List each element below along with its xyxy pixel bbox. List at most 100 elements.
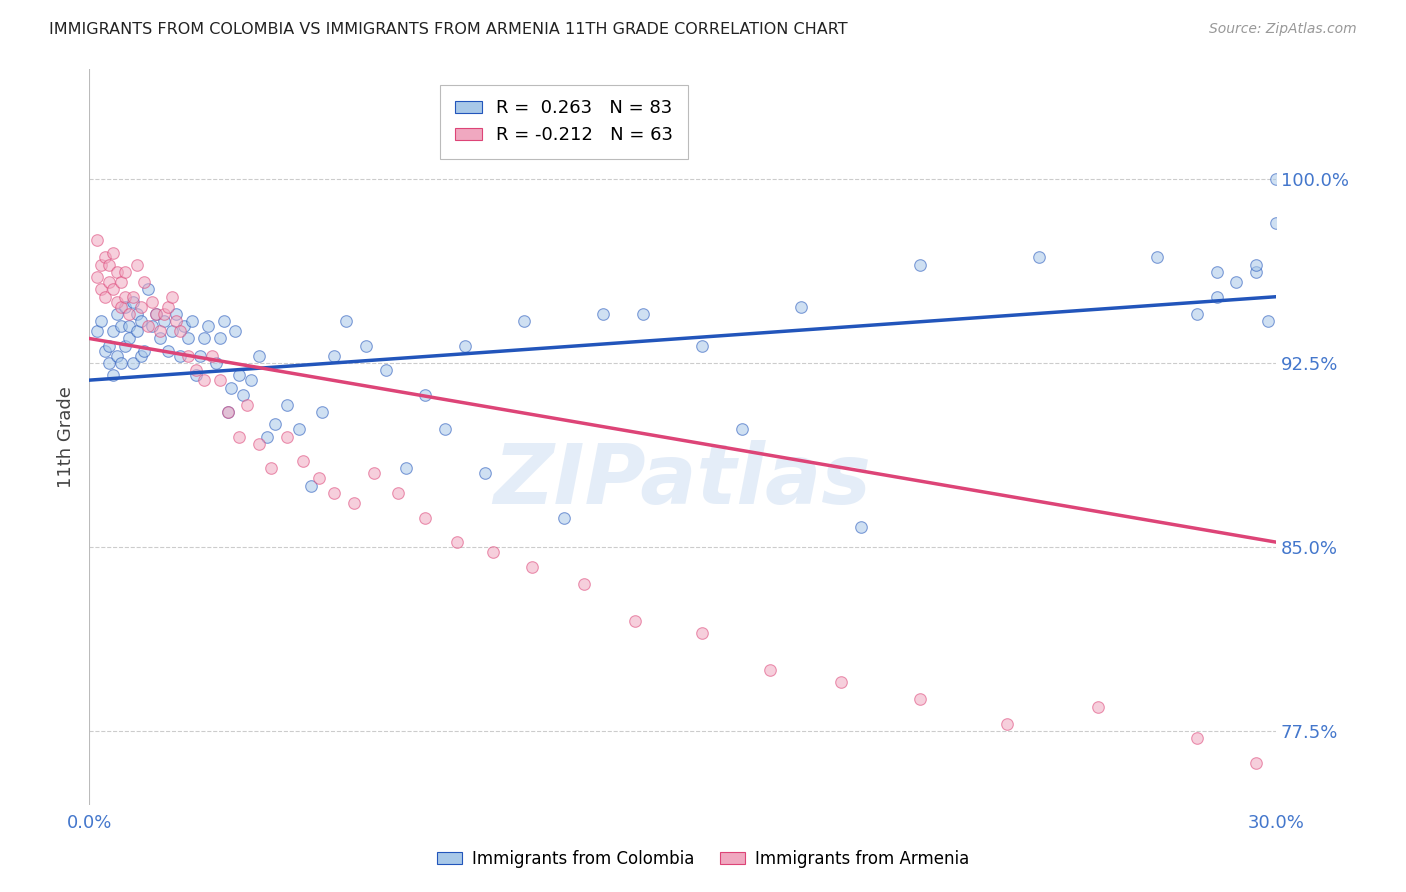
Point	[208, 331, 231, 345]
Point	[134, 343, 156, 358]
Point	[160, 290, 183, 304]
Point	[181, 314, 204, 328]
Text: IMMIGRANTS FROM COLOMBIA VS IMMIGRANTS FROM ARMENIA 11TH GRADE CORRELATION CHART: IMMIGRANTS FROM COLOMBIA VS IMMIGRANTS F…	[49, 22, 848, 37]
Point	[308, 471, 330, 485]
Point	[145, 307, 167, 321]
Point	[129, 349, 152, 363]
Point	[105, 307, 128, 321]
Point	[849, 520, 872, 534]
Point	[1146, 251, 1168, 265]
Point	[323, 349, 346, 363]
Point	[94, 251, 117, 265]
Point	[129, 300, 152, 314]
Point	[110, 275, 132, 289]
Point	[121, 294, 143, 309]
Point	[149, 331, 172, 345]
Point	[256, 429, 278, 443]
Point	[236, 398, 259, 412]
Point	[101, 324, 124, 338]
Point	[343, 496, 366, 510]
Point	[138, 319, 160, 334]
Point	[134, 275, 156, 289]
Point	[323, 486, 346, 500]
Point	[101, 282, 124, 296]
Point	[125, 258, 148, 272]
Text: ZIPatlas: ZIPatlas	[494, 441, 872, 521]
Point	[217, 405, 239, 419]
Point	[1336, 741, 1358, 756]
Point	[592, 307, 614, 321]
Point	[394, 461, 416, 475]
Point	[153, 307, 176, 321]
Point	[193, 331, 215, 345]
Point	[101, 245, 124, 260]
Point	[1244, 258, 1267, 272]
Point	[1257, 314, 1279, 328]
Point	[94, 290, 117, 304]
Point	[101, 368, 124, 383]
Point	[157, 343, 180, 358]
Point	[240, 373, 263, 387]
Point	[1265, 172, 1288, 186]
Point	[481, 545, 503, 559]
Point	[276, 398, 298, 412]
Point	[90, 258, 112, 272]
Point	[335, 314, 357, 328]
Point	[363, 467, 385, 481]
Point	[830, 675, 852, 690]
Point	[287, 422, 309, 436]
Point	[1028, 251, 1050, 265]
Point	[311, 405, 333, 419]
Point	[90, 314, 112, 328]
Y-axis label: 11th Grade: 11th Grade	[58, 385, 75, 488]
Point	[114, 290, 136, 304]
Point	[690, 626, 713, 640]
Point	[247, 437, 270, 451]
Point	[908, 692, 931, 706]
Point	[995, 716, 1018, 731]
Point	[264, 417, 287, 432]
Point	[513, 314, 536, 328]
Point	[188, 349, 211, 363]
Point	[1185, 307, 1208, 321]
Point	[1244, 265, 1267, 279]
Point	[157, 300, 180, 314]
Point	[165, 314, 187, 328]
Point	[105, 294, 128, 309]
Point	[165, 307, 187, 321]
Point	[1225, 275, 1247, 289]
Point	[153, 314, 176, 328]
Point	[446, 535, 468, 549]
Point	[86, 324, 108, 338]
Point	[415, 510, 437, 524]
Point	[138, 282, 160, 296]
Point	[117, 319, 139, 334]
Point	[1205, 290, 1227, 304]
Point	[86, 233, 108, 247]
Point	[149, 324, 172, 338]
Point	[454, 339, 477, 353]
Point	[169, 324, 191, 338]
Point	[572, 577, 595, 591]
Point	[110, 300, 132, 314]
Point	[86, 270, 108, 285]
Point	[1285, 765, 1308, 780]
Point	[247, 349, 270, 363]
Point	[228, 368, 250, 383]
Point	[474, 467, 496, 481]
Point	[193, 373, 215, 387]
Point	[160, 324, 183, 338]
Point	[114, 339, 136, 353]
Point	[553, 510, 575, 524]
Point	[110, 356, 132, 370]
Point	[1087, 699, 1109, 714]
Point	[758, 663, 780, 677]
Point	[110, 319, 132, 334]
Text: Source: ZipAtlas.com: Source: ZipAtlas.com	[1209, 22, 1357, 37]
Point	[387, 486, 409, 500]
Point	[169, 349, 191, 363]
Point	[374, 363, 396, 377]
Point	[94, 343, 117, 358]
Point	[129, 314, 152, 328]
Point	[221, 380, 243, 394]
